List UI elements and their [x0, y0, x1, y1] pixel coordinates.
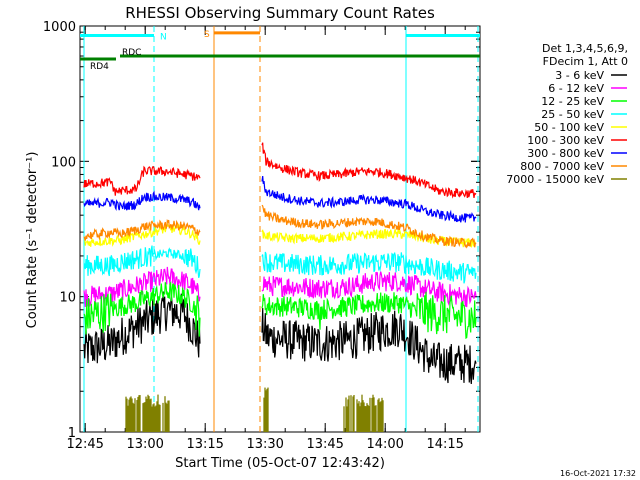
series-25-50-kev: [83, 245, 477, 284]
series-line: [83, 190, 201, 212]
series-100-300-kev: [83, 142, 477, 199]
series-line: [261, 271, 477, 308]
series-line: [83, 281, 201, 337]
series-line: [83, 266, 201, 308]
series-3-6-kev: [83, 291, 477, 385]
series-6-12-kev: [83, 266, 477, 308]
legend-label: 3 - 6 keV: [555, 69, 604, 82]
x-tick-label: 14:15: [426, 437, 463, 452]
flag-label-rdc: RDC: [122, 48, 141, 58]
chart-title: RHESSI Observing Summary Count Rates: [125, 4, 435, 22]
y-tick-label: 100: [51, 155, 76, 170]
legend-label: 7000 - 15000 keV: [506, 173, 604, 186]
y-tick-label: 1000: [43, 20, 76, 35]
flag-label-s: S: [204, 30, 210, 40]
series-300-800-kev: [83, 176, 477, 223]
x-axis-label: Start Time (05-Oct-07 12:43:42): [175, 456, 385, 471]
legend-label: 6 - 12 keV: [548, 82, 604, 95]
x-tick-label: 13:45: [306, 437, 343, 452]
series-line: [261, 176, 477, 223]
legend-label: 50 - 100 keV: [534, 121, 604, 134]
series-line: [261, 251, 477, 284]
series-line: [261, 204, 477, 249]
footer-date: 16-Oct-2021 17:32: [560, 469, 636, 478]
x-tick-label: 14:00: [366, 437, 403, 452]
legend-label: 300 - 800 keV: [527, 147, 604, 160]
series-line: [261, 291, 477, 340]
x-tick-label: 13:00: [126, 437, 163, 452]
x-tick-label: 13:15: [186, 437, 223, 452]
series-line: [83, 165, 201, 196]
series-line: [83, 218, 201, 241]
x-tick-label: 12:45: [66, 437, 103, 452]
y-axis-label: Count Rate (s⁻¹ detector⁻¹): [25, 152, 40, 329]
series-line: [261, 307, 477, 385]
series-7000-15000-kev: [125, 387, 384, 432]
series-line: [83, 245, 201, 278]
legend-label: 12 - 25 keV: [541, 95, 604, 108]
legend-title-line-2: FDecim 1, Att 0: [543, 55, 628, 68]
series-line: [83, 221, 201, 247]
legend-label: 25 - 50 keV: [541, 108, 604, 121]
series-800-7000-kev: [83, 204, 477, 249]
flag-label-n: N: [160, 33, 167, 43]
series-line: [83, 291, 201, 364]
y-tick-label: 1: [68, 426, 76, 441]
legend: Det 1,3,4,5,6,9, FDecim 1, Att 0 3 - 6 k…: [506, 42, 628, 186]
plot-area: 1 10 100 1000 12:45 13:00 13:15 13:30 13:45 14:00…: [43, 20, 481, 452]
series-12-25-kev: [83, 281, 477, 340]
legend-label: 800 - 7000 keV: [520, 160, 604, 173]
x-tick-label: 13:30: [246, 437, 283, 452]
legend-label: 100 - 300 keV: [527, 134, 604, 147]
y-tick-label: 10: [59, 291, 76, 306]
series-line: [261, 142, 477, 199]
flag-label-rd4: RD4: [90, 62, 109, 72]
plot-frame: [79, 25, 481, 433]
legend-title-line-1: Det 1,3,4,5,6,9,: [542, 42, 628, 55]
